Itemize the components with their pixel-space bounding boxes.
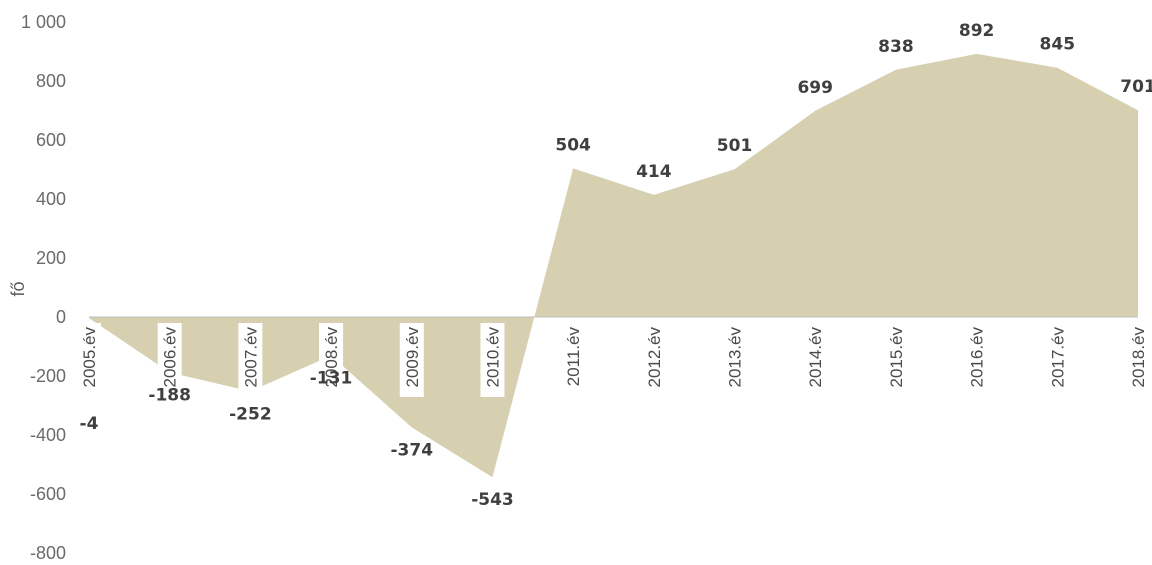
y-tick-label: -800 (30, 543, 66, 563)
x-tick-label-bg (399, 323, 424, 397)
x-tick-label-bg (157, 323, 182, 397)
x-tick-label-bg (77, 323, 101, 397)
x-tick-label-bg (641, 323, 666, 397)
data-label: 699 (797, 78, 833, 98)
data-label: -131 (310, 369, 353, 389)
y-tick-label: 400 (36, 189, 66, 209)
data-label: 838 (878, 37, 914, 57)
x-tick-label-bg (803, 323, 828, 397)
x-tick-label: 2013.év (726, 327, 745, 388)
x-tick-label: 2009.év (403, 327, 422, 388)
x-tick-label: 2012.év (645, 327, 664, 388)
area-layer (89, 53, 1138, 478)
y-axis-label: fő (8, 281, 28, 296)
x-tick-label-bg (480, 323, 505, 397)
y-tick-label: 800 (36, 71, 66, 91)
x-tick-label: 2006.év (161, 327, 180, 388)
x-tick-label-bg (319, 323, 344, 397)
y-tick-label: -600 (30, 484, 66, 504)
x-tick-label: 2014.év (806, 327, 825, 388)
x-tick-label: 2005.év (80, 327, 99, 388)
x-tick-label: 2010.év (483, 327, 502, 388)
y-tick-label: 200 (36, 248, 66, 268)
x-tick-labels: 2005.év 2006.év 2007.év 2008.év 2009.év 2010.… (77, 323, 1150, 397)
data-label: -4 (80, 414, 99, 434)
data-label: -543 (471, 490, 514, 510)
x-tick-label-bg (1045, 323, 1070, 397)
x-tick-label: 2016.év (968, 327, 987, 388)
data-label: 501 (717, 136, 753, 156)
x-tick-label: 2017.év (1048, 327, 1067, 388)
x-tick-label-bg (1126, 323, 1150, 397)
y-tick-label: 1 000 (21, 12, 66, 32)
y-tick-label: -400 (30, 425, 66, 445)
data-label: 701 (1120, 77, 1152, 97)
x-tick-label-bg (883, 323, 908, 397)
data-label: -252 (229, 404, 272, 424)
x-tick-label: 2011.év (564, 327, 583, 387)
data-label: 845 (1040, 35, 1076, 55)
series-area (89, 53, 1138, 478)
x-tick-label: 2018.év (1129, 327, 1148, 388)
data-label: 414 (636, 162, 672, 182)
data-labels: -4 -188 -252 -131 -374 -543 504 414 501 699 838 892… (80, 21, 1152, 510)
x-tick-label: 2008.év (322, 327, 341, 388)
data-label: -188 (148, 385, 191, 405)
y-tick-label: -200 (30, 366, 66, 386)
data-label: -374 (390, 440, 433, 460)
data-label: 504 (555, 135, 591, 155)
x-tick-label-bg (964, 323, 989, 397)
x-tick-label: 2015.év (887, 327, 906, 388)
x-tick-label-bg (238, 323, 263, 397)
x-tick-label: 2007.év (241, 327, 260, 388)
y-tick-label: 600 (36, 130, 66, 150)
data-label: 892 (959, 21, 995, 41)
x-tick-label-bg (561, 323, 586, 397)
y-tick-labels: -800 -600 -400 -200 0 200 400 600 800 1 000 (21, 12, 66, 563)
x-tick-label-bg (722, 323, 747, 397)
y-tick-label: 0 (56, 307, 66, 327)
